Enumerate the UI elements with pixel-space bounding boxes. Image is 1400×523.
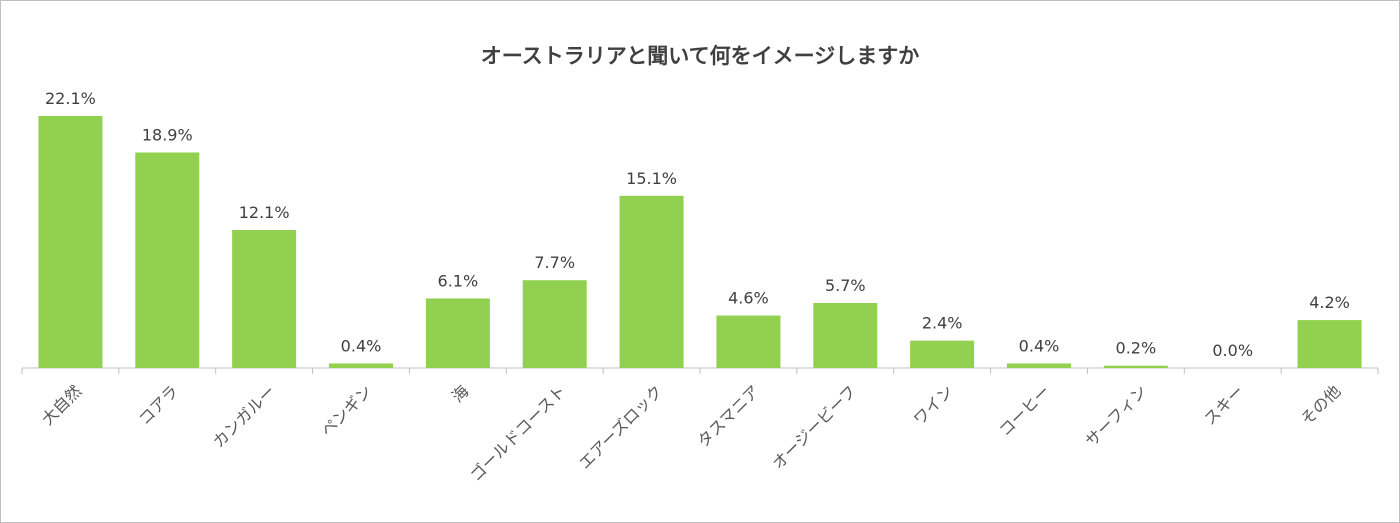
chart-title: オーストラリアと聞いて何をイメージしますか: [480, 44, 920, 68]
bar: [135, 152, 200, 368]
category-label: ペンギン: [317, 381, 376, 440]
category-label: エアーズロック: [575, 381, 666, 472]
category-label: 大自然: [38, 381, 85, 428]
category-label: オージービーフ: [768, 381, 860, 473]
category-label: タスマニア: [694, 381, 764, 451]
data-label: 5.7%: [825, 276, 866, 295]
category-label: 海: [448, 381, 473, 406]
bar: [522, 280, 587, 368]
category-label: コアラ: [135, 381, 182, 428]
data-label: 0.0%: [1212, 341, 1253, 360]
category-label: サーフィン: [1082, 381, 1151, 450]
data-label: 6.1%: [438, 271, 479, 290]
bar: [232, 230, 297, 368]
bar: [1007, 363, 1071, 368]
category-label: その他: [1297, 381, 1344, 428]
data-label: 2.4%: [922, 314, 963, 333]
data-label: 0.4%: [341, 336, 382, 355]
category-label: ゴールドコースト: [466, 381, 569, 484]
data-label: 7.7%: [534, 253, 575, 272]
data-label: 4.2%: [1309, 293, 1350, 312]
category-label: コーヒー: [995, 381, 1054, 440]
data-label: 18.9%: [142, 125, 193, 144]
bar: [910, 340, 975, 368]
data-label: 0.2%: [1116, 339, 1157, 358]
data-label: 22.1%: [45, 89, 96, 108]
data-label: 15.1%: [626, 169, 677, 188]
category-label: スキー: [1200, 381, 1247, 428]
data-label: 12.1%: [239, 203, 290, 222]
bar: [329, 363, 393, 368]
bar: [1103, 365, 1168, 368]
data-label: 0.4%: [1019, 336, 1060, 355]
category-label: ワイン: [910, 381, 957, 428]
category-label: カンガルー: [209, 381, 279, 451]
bar: [813, 303, 878, 368]
bar: [38, 116, 103, 368]
data-label: 4.6%: [728, 289, 769, 308]
bar: [425, 298, 490, 368]
bar: [716, 315, 781, 368]
bar: [1297, 320, 1362, 368]
bar: [619, 195, 684, 368]
